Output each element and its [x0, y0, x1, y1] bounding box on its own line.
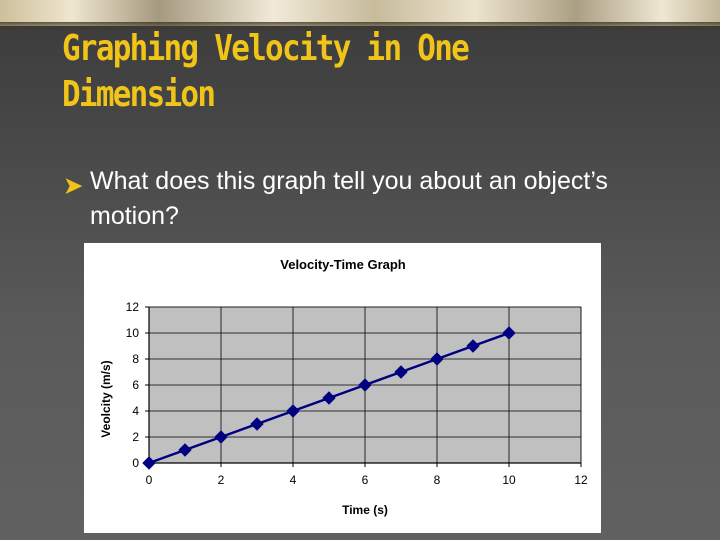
y-tick-label: 6	[132, 378, 139, 392]
y-tick-label: 0	[132, 456, 139, 470]
decorative-top-band	[0, 0, 720, 32]
velocity-time-chart: 0 2 4 6 8 10 12 0 2 4 6 8 10 12 Velocity-Time Graph Tim…	[99, 257, 588, 517]
y-tick-label: 2	[132, 430, 139, 444]
data-point-marker	[142, 456, 156, 470]
data-point-marker	[178, 443, 192, 457]
x-tick-label: 10	[502, 473, 516, 487]
chart-panel: 0 2 4 6 8 10 12 0 2 4 6 8 10 12 Velocity-Time Graph Tim…	[84, 243, 601, 533]
data-point-marker	[502, 326, 516, 340]
x-tick-label: 2	[218, 473, 225, 487]
x-tick-label: 4	[290, 473, 297, 487]
bullet-text: What does this graph tell you about an o…	[90, 167, 608, 230]
x-axis-label: Time (s)	[342, 503, 388, 517]
x-tick-label: 6	[362, 473, 369, 487]
data-point-marker	[250, 417, 264, 431]
y-tick-label: 8	[132, 352, 139, 366]
x-tick-label: 0	[146, 473, 153, 487]
x-tick-label: 12	[574, 473, 588, 487]
data-point-marker	[286, 404, 300, 418]
slide-title: Graphing Velocity in One Dimension	[62, 28, 470, 115]
data-point-marker	[466, 339, 480, 353]
arrow-bullet-icon: ➤	[64, 173, 83, 198]
data-point-marker	[430, 352, 444, 366]
y-axis-label: Veolcity (m/s)	[99, 360, 113, 437]
x-tick-label: 8	[434, 473, 441, 487]
chart-title: Velocity-Time Graph	[280, 257, 406, 272]
data-point-marker	[214, 430, 228, 444]
y-tick-label: 4	[132, 404, 139, 418]
bullet-point: ➤ What does this graph tell you about an…	[64, 164, 684, 234]
data-point-marker	[322, 391, 336, 405]
y-tick-label: 10	[126, 326, 140, 340]
data-point-marker	[394, 365, 408, 379]
y-tick-label: 12	[126, 300, 140, 314]
data-point-marker	[358, 378, 372, 392]
